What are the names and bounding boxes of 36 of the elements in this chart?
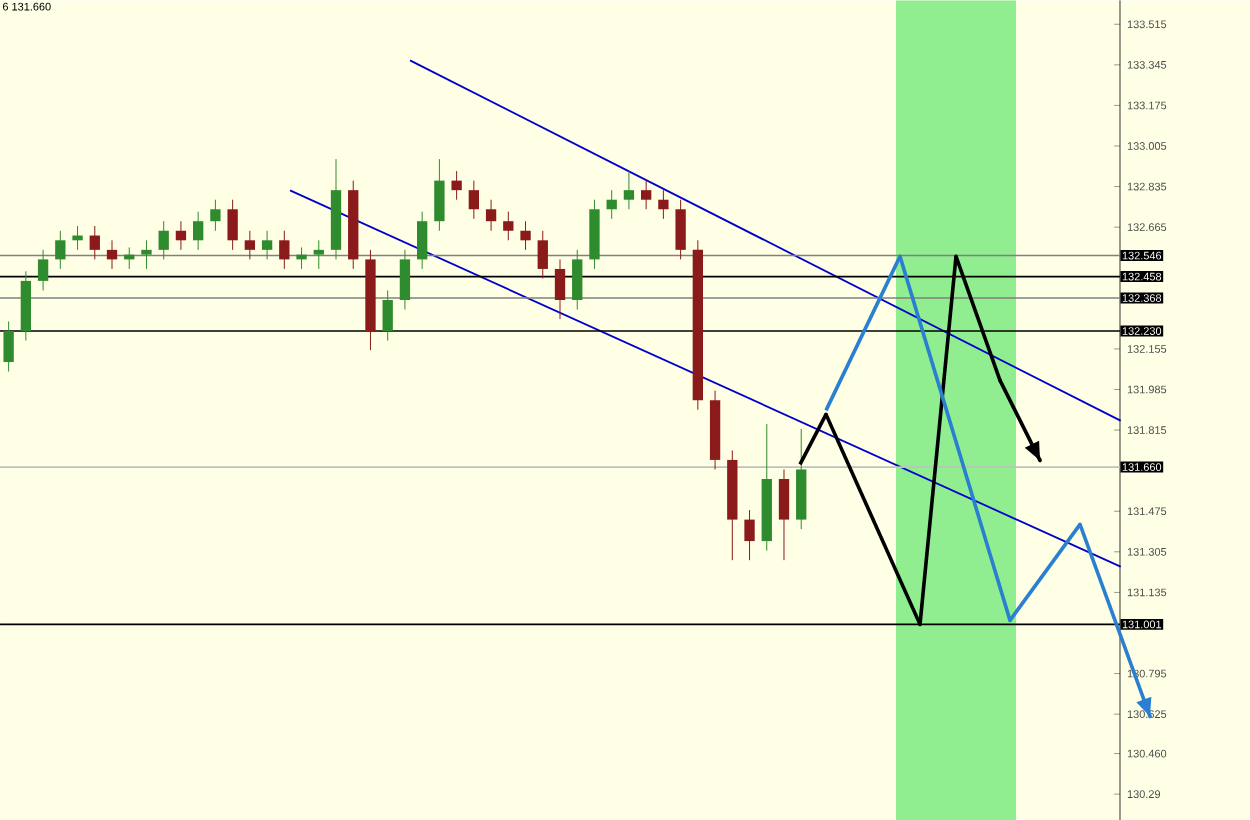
candlestick bbox=[606, 189, 617, 219]
candlestick bbox=[106, 239, 118, 270]
candlestick bbox=[503, 210, 514, 241]
candlestick bbox=[261, 229, 273, 260]
candlestick bbox=[244, 229, 256, 260]
candlestick bbox=[675, 198, 686, 260]
candlestick bbox=[416, 210, 428, 270]
candlestick bbox=[158, 220, 169, 260]
candlestick bbox=[520, 220, 531, 250]
candlestick bbox=[37, 248, 49, 291]
candlestick bbox=[744, 509, 755, 561]
candlestick bbox=[382, 289, 393, 341]
candlestick bbox=[296, 246, 307, 270]
candlestick bbox=[55, 229, 66, 270]
candlestick bbox=[434, 158, 445, 231]
candlestick bbox=[89, 225, 100, 260]
candlestick bbox=[537, 229, 548, 279]
candlestick bbox=[141, 239, 152, 270]
candlestick bbox=[623, 170, 635, 210]
candlestick bbox=[210, 198, 221, 231]
candlestick bbox=[778, 468, 790, 561]
candlestick bbox=[192, 210, 204, 250]
candlestick bbox=[468, 179, 480, 219]
candlestick bbox=[640, 179, 652, 210]
candlestick bbox=[554, 258, 566, 320]
candlestick bbox=[572, 248, 583, 310]
candlestick bbox=[3, 320, 14, 372]
candlestick bbox=[451, 170, 462, 200]
candlestick bbox=[485, 198, 497, 231]
candlestick bbox=[279, 229, 290, 270]
candlestick bbox=[399, 248, 411, 310]
candlestick bbox=[72, 225, 83, 250]
candlestick bbox=[658, 189, 669, 219]
candlestick bbox=[313, 239, 324, 270]
candlestick bbox=[227, 198, 238, 250]
candlestick bbox=[175, 220, 187, 250]
